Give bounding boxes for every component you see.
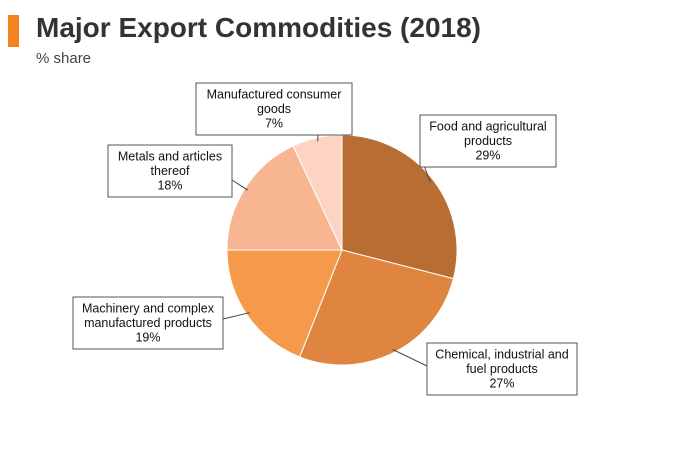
slice-category-label: fuel products [466, 362, 538, 376]
slice-category-label: Food and agricultural [429, 119, 546, 133]
label-box [195, 82, 353, 136]
label-box [107, 144, 233, 198]
slice-category-label: thereof [151, 164, 190, 178]
slice-value-label: 19% [135, 330, 160, 344]
chart-subtitle: % share [36, 50, 92, 67]
label-box [72, 296, 224, 350]
label-box [419, 114, 557, 168]
slice-value-label: 27% [489, 376, 514, 390]
leader-line [222, 312, 250, 320]
pie-slice [226, 249, 343, 358]
pie-slice [341, 134, 458, 280]
slice-category-label: manufactured products [84, 316, 212, 330]
slice-category-label: Chemical, industrial and [435, 347, 568, 361]
slice-value-label: 7% [265, 116, 283, 130]
slice-category-label: Machinery and complex [82, 301, 215, 315]
slice-category-label: products [464, 134, 512, 148]
label-box [426, 342, 578, 396]
slice-category-label: goods [257, 102, 291, 116]
title-accent-bar [8, 15, 19, 47]
leader-line [392, 348, 428, 367]
leader-line [231, 179, 249, 191]
pie-slice [299, 249, 454, 366]
slice-value-label: 18% [157, 178, 182, 192]
slice-category-label: Manufactured consumer [207, 87, 342, 101]
slice-category-label: Metals and articles [118, 149, 222, 163]
slice-value-label: 29% [475, 148, 500, 162]
chart-title: Major Export Commodities (2018) [36, 12, 481, 43]
